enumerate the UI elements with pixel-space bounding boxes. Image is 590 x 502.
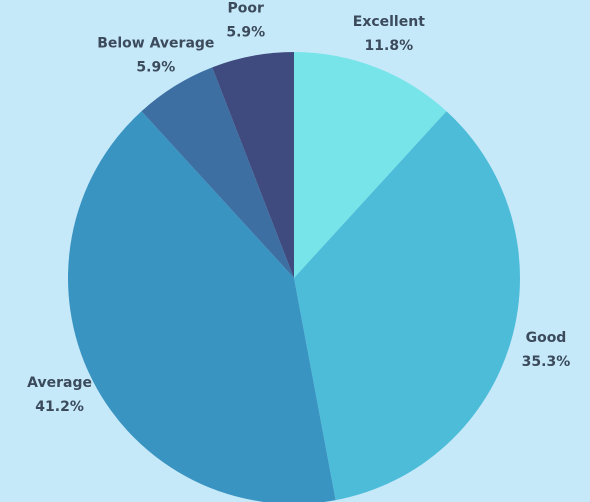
slice-value-label: 35.3% xyxy=(522,354,571,370)
pie-slice xyxy=(141,67,294,278)
slice-label: Average xyxy=(27,375,92,391)
pie-slice xyxy=(68,111,336,502)
slice-value-label: 11.8% xyxy=(365,38,414,54)
slice-label: Excellent xyxy=(353,14,425,30)
slice-label: Below Average xyxy=(97,35,214,51)
pie-slice xyxy=(294,111,520,501)
pie-slice xyxy=(212,52,294,278)
pie-slice xyxy=(294,52,447,278)
slice-value-label: 5.9% xyxy=(226,24,265,40)
slice-label: Poor xyxy=(228,0,264,16)
slice-label: Good xyxy=(526,330,567,346)
slice-value-label: 41.2% xyxy=(35,399,84,415)
slice-value-label: 5.9% xyxy=(136,59,175,75)
